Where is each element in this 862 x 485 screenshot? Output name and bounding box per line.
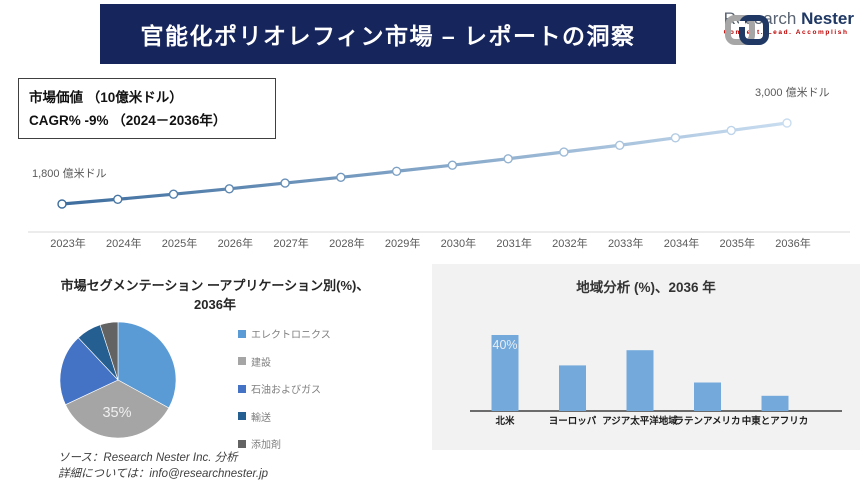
legend-item: 建設	[238, 354, 331, 369]
data-point	[336, 172, 346, 183]
bar-category-label: ヨーロッパ	[549, 415, 597, 427]
regional-title: 地域分析 (%)、2036 年	[576, 280, 716, 295]
pie-slice-5	[99, 321, 119, 381]
regional-panel: 地域分析 (%)、2036 年 40% 北米 ヨーロッパ アジア太平洋地域 ラテンアメリ…	[432, 264, 860, 450]
pie-slice-2	[65, 379, 170, 439]
segmentation-panel: 市場セグメンテーション ーアプリケーション別(%)、 2036年 35% エレク…	[0, 262, 430, 454]
legend-item: 石油およびガス	[238, 381, 331, 396]
line-end-value-label: 3,000 億米ドル	[755, 87, 830, 99]
year-tick-label: 2024年	[106, 236, 141, 250]
market-value-line: 市場価値 （10億米ドル）	[29, 90, 183, 105]
page-title: 官能化ポリオレフィン市場 – レポートの洞察	[140, 23, 636, 49]
legend-label: 建設	[251, 357, 271, 369]
year-tick-label: 2028年	[329, 236, 364, 250]
interlocked-squares-icon	[724, 15, 769, 45]
legend-swatch-icon	[238, 412, 246, 420]
year-tick-label: 2031年	[496, 236, 531, 250]
trend-line	[60, 121, 789, 206]
data-point	[614, 140, 625, 150]
year-tick-label: 2026年	[218, 236, 253, 250]
footer-contact: 詳細については：info@researchnester.jp	[58, 467, 269, 480]
cagr-line: CAGR% -9% （2024－2036年）	[29, 113, 227, 128]
year-tick-label: 2025年	[162, 236, 197, 250]
bar-category-label: ラテンアメリカ	[674, 416, 740, 427]
header-bar: 官能化ポリオレフィン市場 – レポートの洞察	[100, 4, 676, 64]
line-start-value-label: 1,800 億米ドル	[32, 168, 107, 180]
application-pie-chart: 35%	[59, 321, 177, 439]
legend-swatch-icon	[238, 384, 246, 393]
year-tick-label: 2029年	[385, 236, 420, 250]
bar-percentage-label: 40%	[493, 338, 518, 352]
year-tick-label: 2030年	[441, 236, 476, 250]
legend-item: エレクトロニクス	[238, 326, 331, 341]
data-point	[782, 118, 792, 128]
pie-slice-3	[59, 337, 119, 406]
bar-category-label: 北米	[495, 415, 515, 427]
pie-slice-1	[117, 321, 177, 409]
year-tick-label: 2027年	[273, 236, 308, 250]
data-point	[391, 166, 402, 176]
legend-swatch-icon	[238, 329, 246, 338]
data-point	[447, 160, 458, 170]
data-point	[224, 184, 235, 194]
footer: ソース：Research Nester Inc. 分析 詳細については：info…	[58, 451, 268, 482]
legend-item: 輸送	[238, 409, 331, 424]
bar-1	[491, 335, 519, 411]
footer-source: ソース：Research Nester Inc. 分析	[58, 452, 238, 464]
legend-label: 輸送	[251, 412, 271, 424]
legend-swatch-icon	[238, 439, 246, 448]
bar-category-label: 中東とアフリカ	[742, 415, 809, 427]
year-tick-label: 2034年	[664, 236, 699, 250]
bar-4	[694, 382, 721, 411]
data-point	[670, 133, 681, 143]
year-tick-label: 2033年	[608, 236, 643, 250]
legend-label: 添加剤	[251, 440, 281, 451]
data-point	[113, 194, 123, 204]
data-point	[726, 125, 736, 136]
data-point	[168, 189, 179, 199]
pie-legend: エレクトロニクス 建設石油およびガス 輸送添加剤	[238, 326, 331, 464]
data-point	[57, 199, 67, 209]
bar-category-label: アジア太平洋地域	[602, 415, 678, 427]
market-value-box: 市場価値 （10億米ドル） CAGR% -9% （2024－2036年）	[18, 78, 276, 139]
market-value-line-chart: 2023年 2024年 2025年 2026年 2027年 2028年 2029年 2030年…	[28, 118, 850, 250]
year-tick-label: 2035年	[719, 236, 754, 250]
data-point	[280, 178, 290, 188]
year-tick-label: 2023年	[50, 236, 85, 250]
logo-tagline: Connect. Lead. Accomplish	[723, 29, 849, 36]
segmentation-title: 市場セグメンテーション ーアプリケーション別(%)、 2036年	[60, 278, 370, 312]
year-tick-label: 2032年	[552, 236, 587, 250]
data-point	[559, 147, 569, 157]
legend-swatch-icon	[238, 357, 246, 365]
bar-2	[559, 365, 586, 411]
logo: Research Nester Connect. Lead. Accomplis…	[723, 10, 854, 45]
legend-label: 石油およびガス	[251, 385, 321, 396]
data-point	[503, 154, 513, 164]
legend-item: 添加剤	[238, 436, 331, 451]
pie-slice-percentage-label: 35%	[102, 405, 131, 421]
year-tick-label: 2036年	[775, 236, 810, 250]
bar-5	[761, 395, 789, 411]
legend-label: エレクトロニクス	[251, 330, 331, 341]
bar-3	[626, 350, 654, 411]
